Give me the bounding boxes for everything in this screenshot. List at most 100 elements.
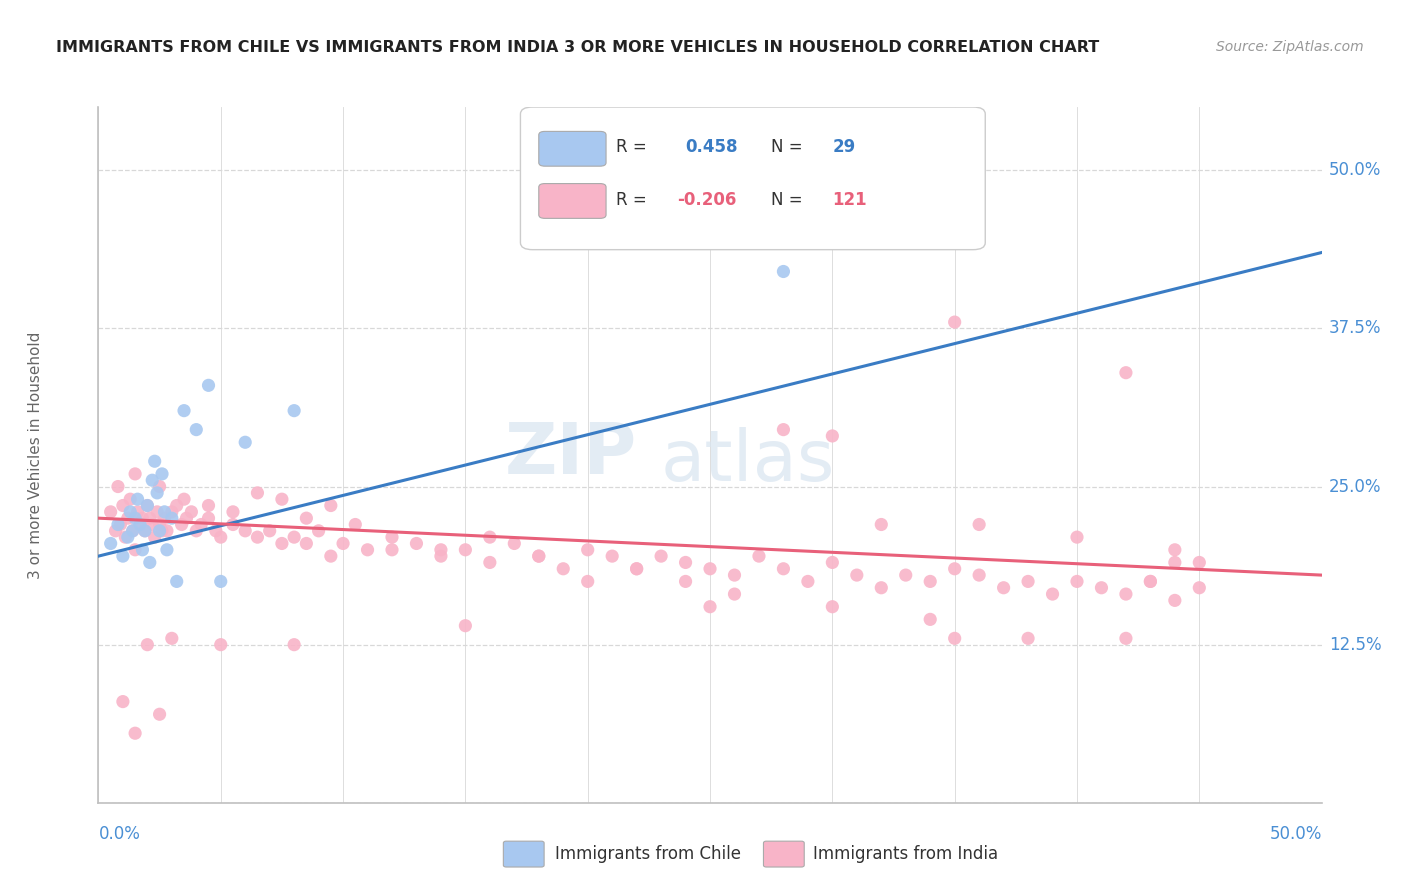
Point: [553, 562, 575, 576]
Point: [943, 562, 966, 576]
Text: 50.0%: 50.0%: [1329, 161, 1381, 179]
Text: ZIP: ZIP: [505, 420, 637, 490]
Point: [626, 562, 648, 576]
Point: [156, 542, 179, 557]
Point: [920, 612, 942, 626]
Point: [150, 467, 173, 481]
Point: [1188, 581, 1211, 595]
Text: Source: ZipAtlas.com: Source: ZipAtlas.com: [1216, 40, 1364, 54]
Point: [143, 530, 166, 544]
Point: [723, 568, 745, 582]
Point: [405, 536, 427, 550]
Point: [723, 587, 745, 601]
Point: [141, 517, 163, 532]
Point: [821, 599, 844, 614]
Point: [197, 511, 219, 525]
Text: N =: N =: [772, 191, 803, 209]
Point: [111, 499, 134, 513]
Point: [149, 479, 172, 493]
Point: [503, 536, 526, 550]
Point: [772, 264, 794, 278]
Text: IMMIGRANTS FROM CHILE VS IMMIGRANTS FROM INDIA 3 OR MORE VEHICLES IN HOUSEHOLD C: IMMIGRANTS FROM CHILE VS IMMIGRANTS FROM…: [56, 40, 1099, 55]
Text: Immigrants from India: Immigrants from India: [813, 845, 998, 863]
Point: [478, 556, 501, 570]
Point: [136, 499, 159, 513]
Point: [870, 581, 893, 595]
Point: [136, 638, 159, 652]
Text: 25.0%: 25.0%: [1329, 477, 1381, 496]
Point: [166, 574, 188, 589]
Point: [295, 511, 318, 525]
Point: [1090, 581, 1112, 595]
Point: [454, 542, 477, 557]
Point: [1164, 542, 1187, 557]
Text: R =: R =: [616, 191, 647, 209]
Point: [121, 524, 143, 538]
Point: [143, 454, 166, 468]
Point: [576, 574, 599, 589]
Point: [381, 530, 404, 544]
Point: [870, 517, 893, 532]
Point: [600, 549, 623, 563]
Text: Immigrants from Chile: Immigrants from Chile: [555, 845, 741, 863]
Point: [845, 568, 868, 582]
Point: [576, 542, 599, 557]
Point: [967, 568, 990, 582]
Point: [120, 492, 142, 507]
Point: [141, 473, 163, 487]
Text: atlas: atlas: [661, 427, 835, 496]
Text: 0.458: 0.458: [686, 138, 738, 156]
Point: [146, 486, 169, 500]
Point: [160, 505, 183, 519]
Point: [100, 505, 122, 519]
Point: [131, 542, 153, 557]
Point: [222, 505, 245, 519]
Point: [233, 524, 256, 538]
Point: [246, 530, 269, 544]
Point: [139, 556, 162, 570]
Text: 0.0%: 0.0%: [98, 825, 141, 843]
Point: [675, 556, 697, 570]
Text: N =: N =: [772, 138, 803, 156]
Point: [1017, 574, 1039, 589]
Point: [197, 499, 219, 513]
Point: [127, 505, 149, 519]
Point: [153, 511, 176, 525]
Point: [124, 542, 146, 557]
Point: [186, 423, 208, 437]
Point: [1066, 574, 1088, 589]
Point: [821, 429, 844, 443]
Point: [153, 505, 176, 519]
Point: [124, 511, 146, 525]
Point: [283, 403, 305, 417]
Point: [1139, 574, 1161, 589]
Point: [136, 499, 159, 513]
Point: [180, 505, 202, 519]
Point: [478, 530, 501, 544]
Point: [100, 536, 122, 550]
Text: -0.206: -0.206: [678, 191, 737, 209]
Point: [186, 524, 208, 538]
Point: [190, 517, 212, 532]
Point: [121, 524, 143, 538]
Text: 50.0%: 50.0%: [1270, 825, 1322, 843]
Point: [117, 530, 139, 544]
Point: [797, 574, 820, 589]
Point: [160, 511, 183, 525]
Point: [1139, 574, 1161, 589]
Point: [134, 524, 156, 538]
Point: [381, 542, 404, 557]
Point: [894, 568, 917, 582]
FancyBboxPatch shape: [538, 184, 606, 219]
Point: [772, 562, 794, 576]
Point: [748, 549, 770, 563]
Point: [129, 517, 152, 532]
Point: [209, 530, 232, 544]
Point: [110, 517, 132, 532]
Point: [233, 435, 256, 450]
Point: [943, 632, 966, 646]
Point: [699, 599, 721, 614]
Text: 37.5%: 37.5%: [1329, 319, 1381, 337]
Point: [150, 524, 173, 538]
Point: [176, 511, 198, 525]
